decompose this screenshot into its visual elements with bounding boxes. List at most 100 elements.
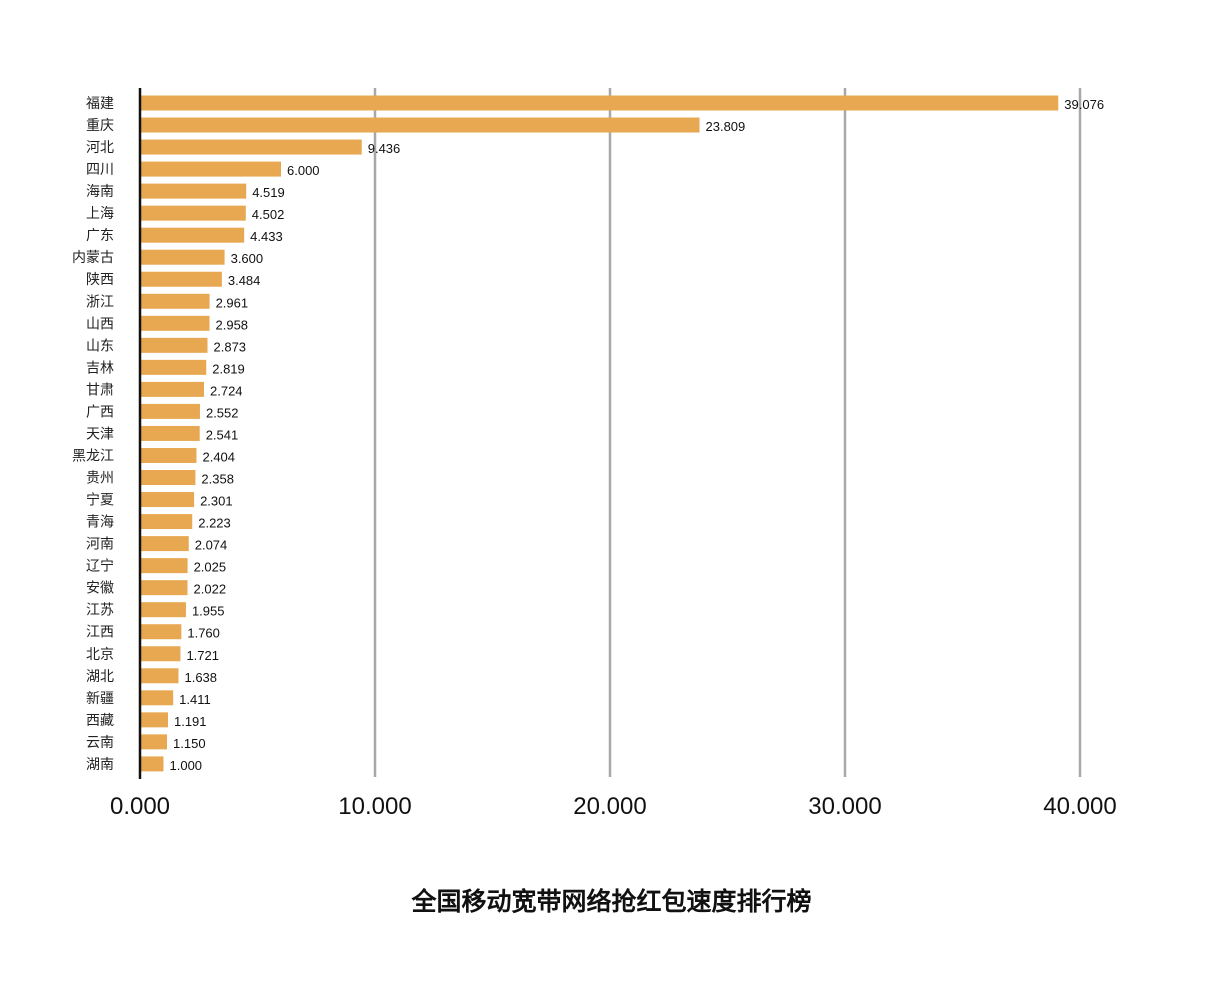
bar xyxy=(140,161,281,177)
bar xyxy=(140,403,200,419)
bar xyxy=(140,624,182,640)
data-label: 2.958 xyxy=(216,317,249,332)
bar xyxy=(140,315,210,331)
bar xyxy=(140,756,164,772)
data-label: 3.484 xyxy=(228,273,261,288)
data-label: 1.955 xyxy=(192,604,225,619)
bar-chart: 0.000 10.000 20.000 30.000 40.000 福建 39.076 重庆 2… xyxy=(72,88,1117,820)
category-label: 黑龙江 xyxy=(72,448,114,464)
bar xyxy=(140,205,246,221)
category-label: 安徽 xyxy=(86,581,114,597)
data-label: 2.223 xyxy=(198,516,231,531)
data-label: 2.301 xyxy=(200,494,233,509)
bar xyxy=(140,271,222,287)
data-label: 23.809 xyxy=(706,119,746,134)
category-label: 河北 xyxy=(86,140,114,156)
category-label: 湖北 xyxy=(86,669,114,685)
data-label: 9.436 xyxy=(368,141,401,156)
bar xyxy=(140,337,208,353)
category-label: 广西 xyxy=(86,404,114,420)
bar xyxy=(140,139,362,155)
bar xyxy=(140,514,193,530)
category-label: 江苏 xyxy=(86,603,114,619)
data-label: 4.519 xyxy=(252,185,285,200)
bar xyxy=(140,425,200,441)
bar xyxy=(140,580,188,596)
data-label: 2.961 xyxy=(216,295,249,310)
category-label: 内蒙古 xyxy=(72,250,114,266)
category-label: 山东 xyxy=(86,338,114,354)
category-label: 江西 xyxy=(86,625,114,641)
category-label: 陕西 xyxy=(86,272,114,288)
category-label: 河南 xyxy=(86,537,114,553)
category-label: 福建 xyxy=(86,96,114,112)
bar xyxy=(140,470,196,486)
bar xyxy=(140,227,245,243)
bar xyxy=(140,734,168,750)
bar xyxy=(140,690,174,706)
data-label: 4.502 xyxy=(252,207,285,222)
category-label: 辽宁 xyxy=(86,558,114,575)
x-tick-label: 30.000 xyxy=(808,793,881,820)
bar xyxy=(140,712,168,728)
bar xyxy=(140,183,247,199)
data-label: 2.025 xyxy=(194,560,227,575)
data-label: 1.191 xyxy=(174,714,207,729)
data-label: 1.000 xyxy=(170,758,203,773)
bar xyxy=(140,492,195,508)
data-label: 1.411 xyxy=(179,692,211,707)
data-label: 2.022 xyxy=(194,582,227,597)
category-label: 青海 xyxy=(86,515,114,531)
bar xyxy=(140,558,188,574)
data-label: 2.552 xyxy=(206,405,239,420)
category-label: 云南 xyxy=(86,735,114,751)
category-label: 四川 xyxy=(86,162,114,178)
data-label: 2.873 xyxy=(214,339,247,354)
bar xyxy=(140,359,207,375)
category-label: 甘肃 xyxy=(86,382,114,398)
x-tick-label: 20.000 xyxy=(573,793,646,820)
data-label: 3.600 xyxy=(231,251,264,266)
bar xyxy=(140,668,179,684)
category-label: 上海 xyxy=(86,206,114,222)
data-label: 1.721 xyxy=(186,648,219,663)
bar xyxy=(140,117,700,133)
data-label: 4.433 xyxy=(250,229,283,244)
data-label: 2.819 xyxy=(212,361,245,376)
data-label: 2.541 xyxy=(206,427,239,442)
category-label: 贵州 xyxy=(86,471,114,487)
bar xyxy=(140,602,186,618)
category-label: 吉林 xyxy=(86,360,114,376)
category-label: 西藏 xyxy=(86,713,114,729)
category-label: 浙江 xyxy=(86,294,114,310)
bar xyxy=(140,536,189,552)
category-label: 重庆 xyxy=(86,118,114,134)
x-tick-label: 40.000 xyxy=(1043,793,1116,820)
data-label: 2.724 xyxy=(210,383,243,398)
chart-title: 全国移动宽带网络抢红包速度排行榜 xyxy=(411,887,812,916)
data-label: 1.638 xyxy=(184,670,217,685)
category-label: 湖南 xyxy=(86,757,114,773)
category-label: 山西 xyxy=(86,316,114,332)
bar xyxy=(140,381,205,397)
category-label: 北京 xyxy=(86,647,114,663)
data-label: 1.150 xyxy=(173,736,206,751)
data-label: 2.358 xyxy=(201,472,234,487)
data-label: 2.074 xyxy=(195,538,228,553)
category-label: 宁夏 xyxy=(86,492,114,509)
data-label: 39.076 xyxy=(1064,97,1104,112)
category-label: 广东 xyxy=(86,228,114,244)
data-label: 2.404 xyxy=(202,449,235,464)
bar xyxy=(140,646,181,662)
category-label: 海南 xyxy=(86,184,114,200)
bar xyxy=(140,249,225,265)
data-label: 6.000 xyxy=(287,163,320,178)
bar xyxy=(140,95,1059,111)
bar xyxy=(140,447,197,463)
x-tick-label: 10.000 xyxy=(338,793,411,820)
bar xyxy=(140,293,210,309)
category-label: 新疆 xyxy=(86,691,114,707)
category-label: 天津 xyxy=(86,426,114,442)
x-tick-label: 0.000 xyxy=(110,793,170,820)
data-label: 1.760 xyxy=(187,626,220,641)
